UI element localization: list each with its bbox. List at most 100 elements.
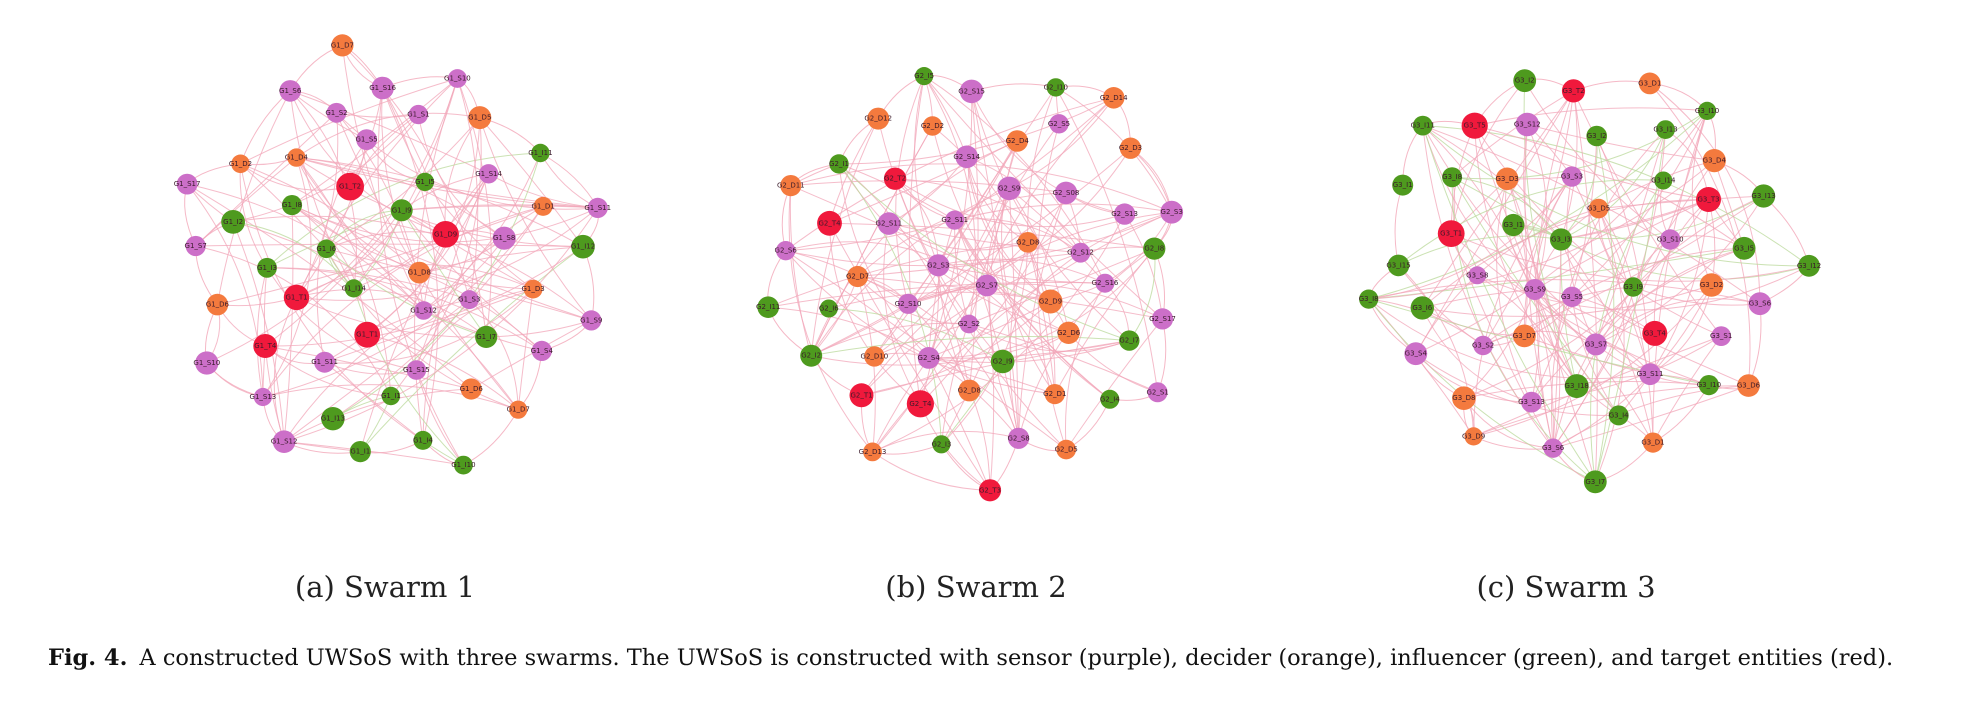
node-label: G3_I14 <box>1651 177 1676 185</box>
graph-edge <box>1422 289 1535 309</box>
node-circle <box>780 175 802 197</box>
node-circle <box>867 107 890 130</box>
node-label: G3_I18 <box>1565 382 1589 390</box>
node-label: G2_I5 <box>914 72 934 80</box>
graph-node-sensor: G1_S8 <box>492 226 516 250</box>
node-circle <box>1711 326 1732 346</box>
graph-edge <box>894 178 1125 228</box>
node-circle <box>1046 78 1065 97</box>
node-circle <box>287 148 306 167</box>
graph-node-sensor: G1_S6 <box>279 80 302 102</box>
graph-node-decider: G2_D11 <box>777 175 805 197</box>
node-circle <box>1392 174 1414 196</box>
graph-edge <box>296 296 487 338</box>
node-label: G1_I2 <box>223 218 243 226</box>
node-label: G2_I8 <box>1144 245 1164 253</box>
graph-edge <box>920 192 1067 405</box>
graph-edge <box>1571 176 1651 375</box>
graph-node-sensor: G1_S1 <box>407 104 430 125</box>
graph-edge <box>1422 125 1654 443</box>
graph-node-decider: G2_D5 <box>1055 439 1078 460</box>
graph-node-influencer: G3_I11 <box>1411 115 1435 136</box>
graph-edge <box>239 163 268 269</box>
graph-node-decider: G1_D1 <box>531 196 555 216</box>
network-graph-swarm-3: G3_S5 G3_I3 G3_I9 G3_S9 G3_D5 G3_S7 G3_I1 G3_S1… <box>1359 69 1821 494</box>
graph-edge <box>401 210 487 338</box>
graph-node-target: G3_T1 <box>1437 220 1465 248</box>
graph-edge <box>367 334 519 411</box>
node-circle <box>326 102 347 123</box>
node-label: G2_T4 <box>909 400 932 408</box>
node-circle <box>1100 389 1120 409</box>
node-label: G2_S08 <box>1053 189 1080 197</box>
node-circle <box>283 284 310 311</box>
graph-edge <box>1065 399 1111 451</box>
graph-edge <box>968 211 1172 391</box>
graph-edge <box>289 90 355 289</box>
graph-node-influencer: G3_I18 <box>1565 374 1589 399</box>
graph-node-influencer: G1_I2 <box>221 210 245 234</box>
graph-edge <box>296 207 599 301</box>
graph-edge <box>324 288 534 363</box>
graph-edge <box>1394 184 1404 266</box>
node-circle <box>195 351 219 375</box>
figure-label: Fig. 4. <box>48 645 128 671</box>
graph-node-influencer: G1_I3 <box>257 257 277 278</box>
graph-node-decider: G1_D7 <box>507 400 530 419</box>
node-label: G3_I11 <box>1411 122 1435 130</box>
node-circle <box>1748 292 1772 316</box>
graph-node-target: G2_T1 <box>849 383 874 408</box>
node-circle <box>1521 391 1542 413</box>
graph-edge <box>1473 335 1722 437</box>
graph-edge <box>296 157 584 248</box>
graph-edge <box>419 272 543 352</box>
node-label: G1_T1 <box>356 331 378 339</box>
node-circle <box>459 290 479 310</box>
graph-edge <box>324 288 534 364</box>
node-circle <box>1543 438 1563 458</box>
node-circle <box>408 104 429 125</box>
graph-edge <box>785 219 955 252</box>
graph-edge <box>877 118 1003 362</box>
graph-edge <box>829 222 1155 250</box>
graph-edge <box>1422 284 1712 317</box>
node-circle <box>454 455 473 475</box>
graph-edge <box>264 345 391 397</box>
graph-edge <box>1474 125 1745 249</box>
node-circle <box>1044 384 1065 405</box>
graph-edge <box>341 45 425 311</box>
node-label: G2_I7 <box>1119 337 1139 345</box>
node-label: G2_D3 <box>1119 144 1142 152</box>
node-circle <box>1442 167 1463 188</box>
graph-edge <box>265 246 584 347</box>
graph-edge <box>1649 284 1712 375</box>
graph-edge <box>1415 90 1574 354</box>
node-label: G3_D6 <box>1737 382 1761 390</box>
node-circle <box>1656 120 1675 139</box>
node-label: G1_I12 <box>571 243 595 251</box>
graph-edge <box>256 267 268 398</box>
graph-edge <box>479 117 592 321</box>
node-circle <box>257 257 277 278</box>
graph-node-sensor: G2_S6 <box>775 241 797 261</box>
graph-edge <box>1595 129 1666 345</box>
node-label: G3_I4 <box>1609 411 1629 419</box>
graph-node-sensor: G3_S8 <box>1466 266 1488 285</box>
node-circle <box>997 176 1021 201</box>
node-circle <box>317 239 336 259</box>
graph-node-target: G2_T3 <box>978 479 1002 502</box>
node-label: G1_I5 <box>415 178 435 186</box>
graph-edge <box>1633 286 1760 306</box>
node-label: G3_I13 <box>1653 126 1677 134</box>
graph-node-sensor: G3_S10 <box>1657 229 1684 250</box>
graph-edge <box>381 87 420 273</box>
graph-edge <box>1653 199 1709 334</box>
graph-node-sensor: G3_S4 <box>1404 342 1427 366</box>
node-circle <box>1639 363 1661 386</box>
graph-node-decider: G2_D6 <box>1057 321 1081 344</box>
node-label: G3_I12 <box>1797 262 1821 270</box>
node-circle <box>314 351 336 373</box>
graph-edge <box>861 301 1051 396</box>
graph-edge <box>1527 124 1715 162</box>
node-label: G3_I2 <box>1515 77 1535 85</box>
